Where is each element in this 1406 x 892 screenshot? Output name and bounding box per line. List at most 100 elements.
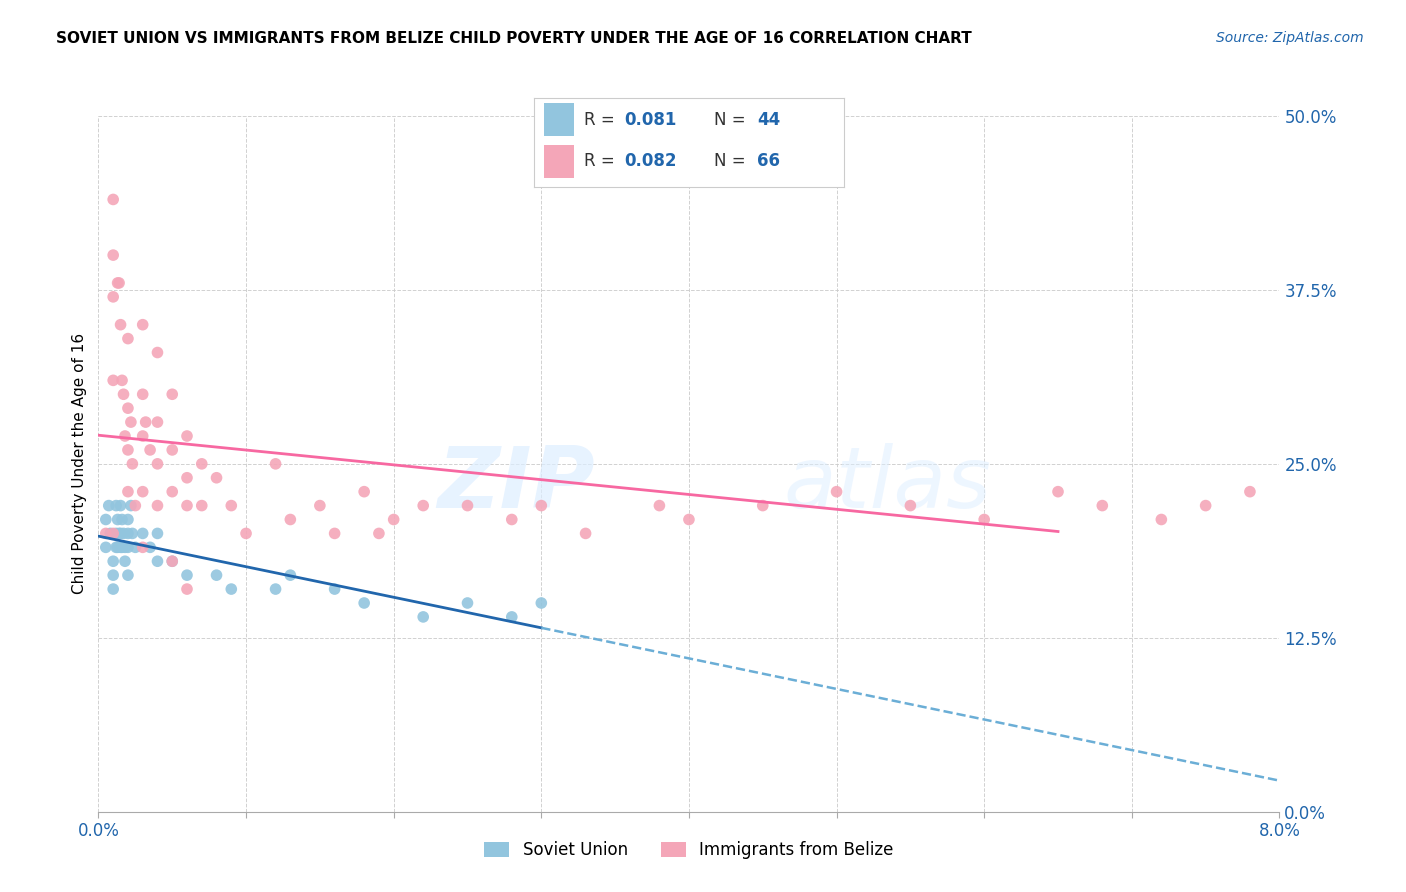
Point — [111, 541, 134, 555]
Point — [110, 318, 132, 332]
Point — [176, 429, 198, 443]
Point — [114, 541, 136, 555]
Point — [219, 582, 242, 596]
Point — [751, 499, 773, 513]
Point — [108, 526, 131, 541]
Point — [98, 526, 121, 541]
Point — [456, 499, 478, 513]
Point — [323, 526, 346, 541]
Point — [139, 541, 162, 555]
Point — [117, 401, 139, 416]
Point — [898, 499, 921, 513]
Point — [162, 554, 183, 568]
Point — [103, 568, 124, 582]
Point — [105, 541, 128, 555]
Text: Source: ZipAtlas.com: Source: ZipAtlas.com — [1216, 31, 1364, 45]
Point — [117, 332, 139, 346]
Point — [110, 541, 132, 555]
Point — [501, 610, 523, 624]
Legend: Soviet Union, Immigrants from Belize: Soviet Union, Immigrants from Belize — [478, 835, 900, 866]
Text: 0.082: 0.082 — [624, 153, 676, 170]
Point — [114, 554, 136, 568]
Point — [110, 499, 132, 513]
Point — [530, 596, 553, 610]
Point — [112, 526, 135, 541]
Point — [111, 373, 134, 387]
Point — [323, 582, 346, 596]
Point — [146, 457, 169, 471]
Point — [648, 499, 671, 513]
Point — [103, 290, 124, 304]
Point — [121, 457, 143, 471]
Point — [412, 610, 434, 624]
Point — [111, 512, 134, 526]
Point — [235, 526, 257, 541]
Point — [103, 582, 124, 596]
Text: ZIP: ZIP — [437, 443, 595, 526]
Point — [205, 471, 228, 485]
Point — [132, 526, 155, 541]
Text: N =: N = — [714, 111, 751, 128]
Point — [205, 568, 228, 582]
Point — [162, 484, 183, 499]
Point — [120, 499, 142, 513]
Point — [1091, 499, 1114, 513]
Point — [973, 512, 995, 526]
Point — [530, 499, 553, 513]
Point — [132, 429, 155, 443]
Point — [103, 554, 124, 568]
Point — [132, 318, 155, 332]
Point — [678, 512, 700, 526]
Point — [132, 387, 155, 401]
Point — [146, 499, 169, 513]
Point — [103, 526, 124, 541]
Point — [146, 554, 169, 568]
Point — [176, 471, 198, 485]
Text: atlas: atlas — [783, 443, 991, 526]
Point — [146, 526, 169, 541]
Point — [1150, 512, 1173, 526]
Point — [176, 582, 198, 596]
Point — [120, 415, 142, 429]
Point — [132, 541, 155, 555]
Bar — [544, 103, 575, 136]
Point — [367, 526, 389, 541]
Point — [176, 568, 198, 582]
Point — [162, 554, 183, 568]
Text: R =: R = — [583, 153, 620, 170]
Point — [117, 568, 139, 582]
Point — [94, 512, 117, 526]
Point — [278, 568, 301, 582]
Point — [191, 499, 214, 513]
Y-axis label: Child Poverty Under the Age of 16: Child Poverty Under the Age of 16 — [72, 334, 87, 594]
Point — [278, 512, 301, 526]
Point — [110, 526, 132, 541]
Point — [162, 387, 183, 401]
Point — [107, 541, 129, 555]
Point — [121, 526, 143, 541]
Point — [176, 499, 198, 513]
Point — [1046, 484, 1069, 499]
Point — [139, 442, 162, 457]
Point — [162, 442, 183, 457]
Point — [412, 499, 434, 513]
Point — [353, 596, 375, 610]
Point — [117, 541, 139, 555]
Point — [382, 512, 405, 526]
Point — [353, 484, 375, 499]
Text: 44: 44 — [756, 111, 780, 128]
Point — [219, 499, 242, 513]
Point — [94, 526, 117, 541]
Point — [105, 526, 128, 541]
Text: 66: 66 — [756, 153, 780, 170]
Point — [103, 193, 124, 207]
Text: N =: N = — [714, 153, 751, 170]
Point — [308, 499, 332, 513]
Point — [103, 373, 124, 387]
Point — [264, 457, 287, 471]
Point — [124, 499, 146, 513]
Point — [117, 512, 139, 526]
Point — [107, 276, 129, 290]
Point — [105, 499, 128, 513]
Point — [825, 484, 848, 499]
